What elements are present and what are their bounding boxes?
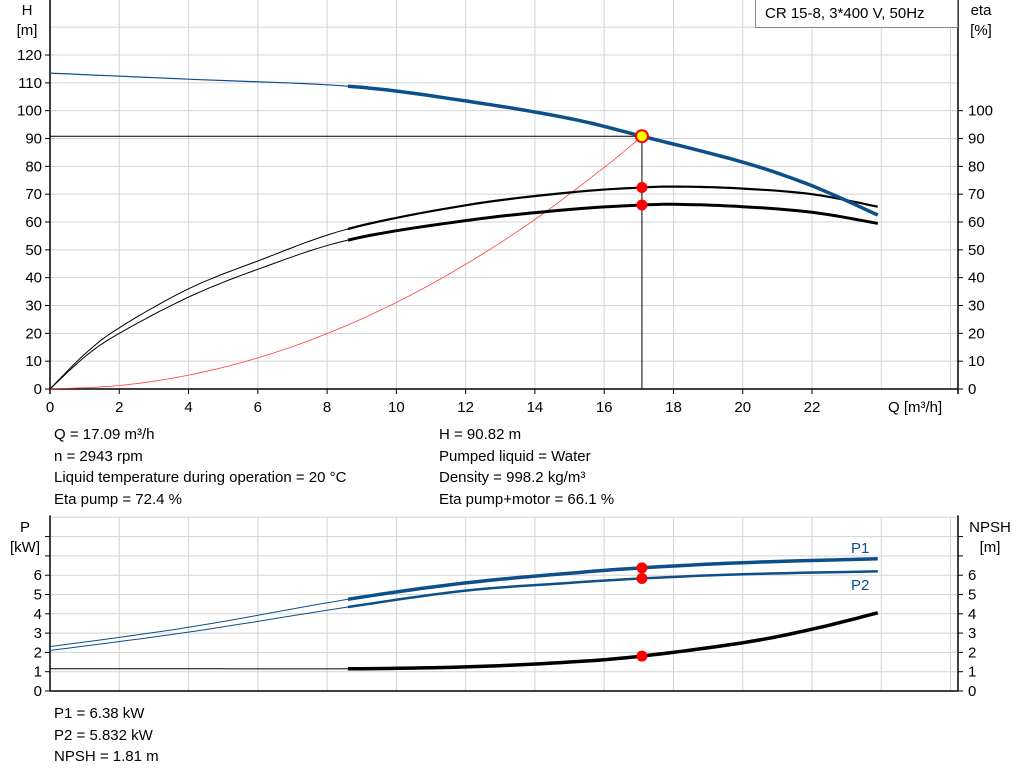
y-axis-unit: [m]: [17, 22, 38, 39]
p-axis-label: P: [20, 519, 30, 536]
p-tick-label: 2: [34, 644, 42, 661]
x-tick-label: 10: [388, 399, 405, 416]
npsh-tick-label: 2: [968, 644, 976, 661]
info-density: Density = 998.2 kg/m³: [439, 469, 586, 486]
x-tick-label: 22: [804, 399, 821, 416]
system-curve: [49, 135, 643, 390]
npsh-tick-label: 1: [968, 664, 976, 681]
npsh-tick-label: 0: [968, 683, 976, 700]
x-tick-label: 8: [323, 399, 331, 416]
y-tick-label: 60: [25, 214, 42, 231]
y2-axis-label: eta: [971, 2, 993, 19]
eta-pump-motor-curve-thin: [49, 239, 349, 390]
head-curve-thin: [49, 72, 348, 87]
x-axis-label: Q [m³/h]: [888, 399, 942, 416]
x-tick-label: 14: [527, 399, 544, 416]
info-liquid: Pumped liquid = Water: [439, 447, 591, 465]
info-temperature: Liquid temperature during operation = 20…: [54, 469, 347, 486]
info-p1: P1 = 6.38 kW: [54, 705, 145, 722]
y-axis-label: H: [22, 2, 33, 19]
x-tick-label: 6: [254, 399, 262, 416]
p2-curve-thick: [347, 570, 878, 609]
x-tick-label: 2: [115, 399, 123, 416]
info-p2: P2 = 5.832 kW: [54, 726, 153, 744]
y2-tick-label: 80: [968, 158, 985, 175]
y-tick-label: 50: [25, 242, 42, 259]
info-npsh: NPSH = 1.81 m: [54, 748, 159, 765]
npsh-tick-label: 4: [968, 606, 976, 623]
p2-curve-thin: [49, 606, 348, 651]
p-tick-label: 0: [34, 683, 42, 700]
y-tick-label: 20: [25, 325, 42, 342]
duty-point: [634, 129, 649, 144]
y2-tick-label: 50: [968, 242, 985, 259]
npsh-axis-unit: [m]: [980, 539, 1001, 556]
y2-tick-label: 0: [968, 381, 976, 398]
info-left: Q = 17.09 m³/h n = 2943 rpm Liquid tempe…: [54, 424, 346, 510]
y-tick-label: 0: [34, 381, 42, 398]
npsh-tick-label: 5: [968, 587, 976, 604]
y-tick-label: 110: [18, 75, 42, 92]
x-tick-label: 12: [457, 399, 474, 416]
p-tick-label: 6: [34, 567, 42, 584]
y2-tick-label: 70: [968, 186, 985, 203]
y2-tick-label: 30: [968, 298, 985, 315]
p-tick-label: 4: [34, 606, 42, 623]
npsh-curve-thick: [347, 611, 879, 671]
p2-point: [636, 572, 648, 584]
info-bottom: P1 = 6.38 kW P2 = 5.832 kW NPSH = 1.81 m: [54, 703, 159, 768]
eta-pump-curve-thick: [347, 185, 879, 231]
x-tick-label: 18: [665, 399, 682, 416]
info-head: H = 90.82 m: [439, 426, 522, 443]
p1-label: P1: [851, 540, 869, 557]
x-tick-label: 16: [596, 399, 613, 416]
info-right: H = 90.82 m Pumped liquid = Water Densit…: [439, 424, 614, 510]
p1-curve-thin: [49, 598, 348, 648]
p1-point: [636, 562, 648, 574]
eta-total-point: [636, 199, 648, 211]
eta-pump-curve-thin: [49, 228, 349, 390]
x-tick-label: 0: [46, 399, 54, 416]
head-curve-thick: [347, 84, 879, 217]
y2-tick-label: 100: [968, 103, 993, 120]
y2-axis-unit: [%]: [970, 22, 992, 39]
x-tick-label: 20: [734, 399, 751, 416]
y-tick-label: 100: [17, 103, 42, 120]
chart-title: CR 15-8, 3*400 V, 50Hz: [755, 0, 958, 28]
y-tick-label: 30: [25, 298, 42, 315]
y2-tick-label: 60: [968, 214, 985, 231]
info-flow: Q = 17.09 m³/h: [54, 426, 155, 443]
info-speed: n = 2943 rpm: [54, 447, 143, 465]
info-eta-pump: Eta pump = 72.4 %: [54, 490, 182, 508]
p-tick-label: 5: [34, 587, 42, 604]
y2-tick-label: 40: [968, 270, 985, 287]
y-tick-label: 70: [25, 186, 42, 203]
npsh-tick-label: 6: [968, 567, 976, 584]
p1-curve-thick: [347, 557, 878, 602]
eta-pump-point: [636, 181, 648, 193]
y-tick-label: 90: [25, 131, 42, 148]
y2-tick-label: 90: [968, 131, 985, 148]
y2-tick-label: 20: [968, 325, 985, 342]
y-tick-label: 10: [25, 353, 42, 370]
p-axis-unit: [kW]: [10, 539, 40, 556]
y-tick-label: 120: [17, 47, 42, 64]
y-tick-label: 40: [25, 270, 42, 287]
npsh-axis-label: NPSH: [969, 519, 1011, 536]
p-tick-label: 3: [34, 625, 42, 642]
x-tick-label: 4: [184, 399, 192, 416]
y2-tick-label: 10: [968, 353, 985, 370]
npsh-point: [636, 650, 648, 662]
eta-pump-motor-curve-thick: [347, 202, 879, 242]
info-eta-total: Eta pump+motor = 66.1 %: [439, 490, 615, 508]
y-tick-label: 80: [25, 158, 42, 175]
p2-label: P2: [851, 577, 869, 594]
p-tick-label: 1: [34, 664, 42, 681]
npsh-tick-label: 3: [968, 625, 976, 642]
